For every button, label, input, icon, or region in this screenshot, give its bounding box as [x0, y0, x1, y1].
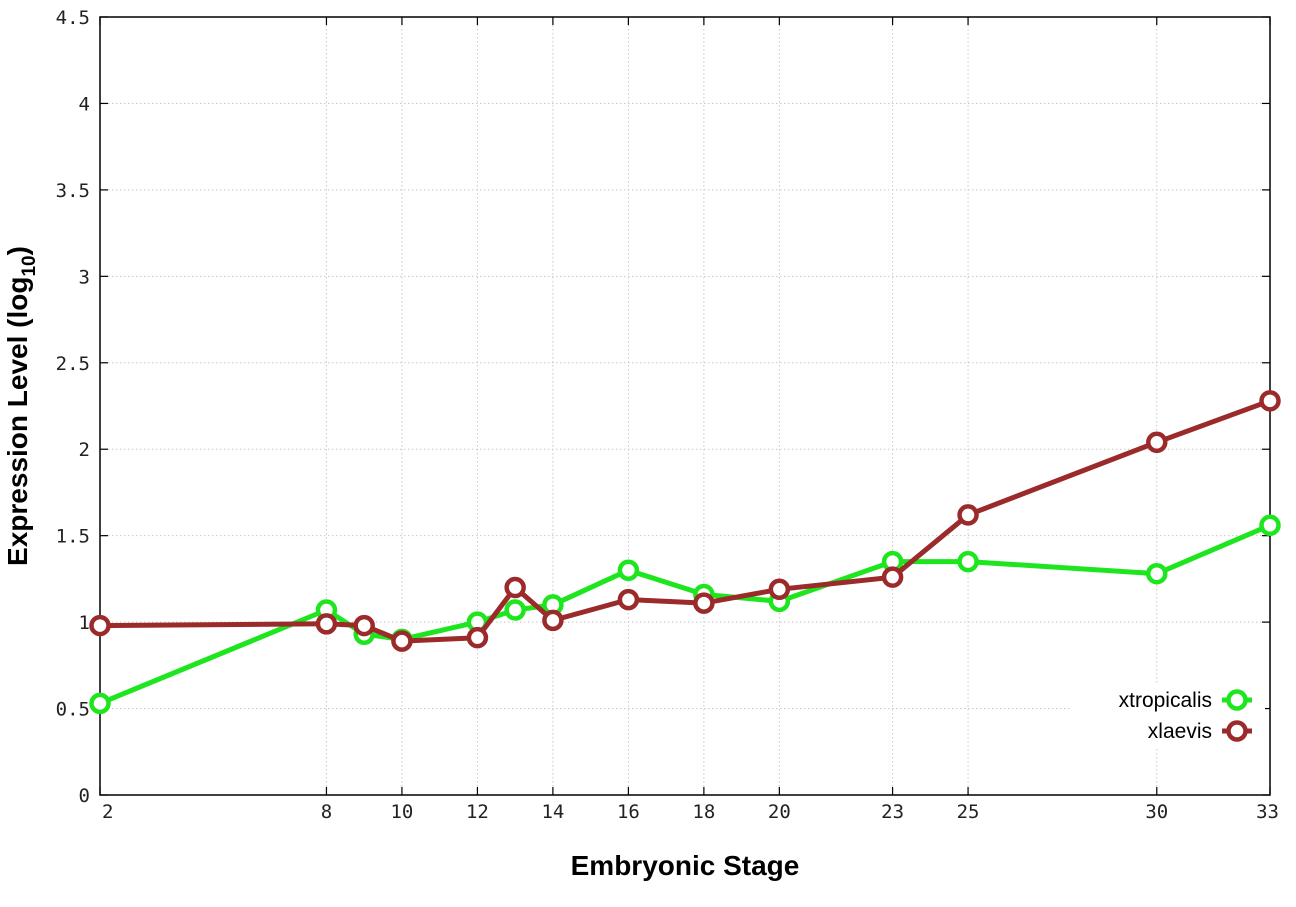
- data-point-xlaevis: [617, 588, 640, 611]
- y-tick-label: 3.5: [56, 180, 90, 202]
- x-tick-label: 33: [1256, 801, 1279, 823]
- x-axis-title: Embryonic Stage: [571, 850, 800, 881]
- plot-frame: [99, 16, 1271, 796]
- legend-swatch-marker-xtropicalis: [1226, 689, 1248, 711]
- data-point-xlaevis: [89, 614, 111, 637]
- y-axis-title-main: Expression Level (log: [2, 277, 33, 566]
- y-axis-title-close: ): [2, 246, 33, 255]
- y-tick-label: 0: [79, 785, 90, 807]
- x-tick-label: 16: [617, 801, 640, 823]
- y-tick-label: 0.5: [56, 699, 90, 721]
- data-point-xtropicalis: [617, 559, 640, 581]
- series-line-xlaevis: [97, 398, 1273, 644]
- data-point-xtropicalis: [1259, 514, 1281, 537]
- data-point-xlaevis: [881, 566, 904, 588]
- x-tick-label: 20: [768, 801, 791, 823]
- data-point-xlaevis: [768, 578, 791, 601]
- x-tick-label: 25: [957, 801, 980, 823]
- x-tick-label: 2: [102, 801, 113, 823]
- axis-ticks: 0 0.5 1 1.5 2 2.5 3 3.5 4 4.5 2 8 10 12 14 16 18 20 23 25 30…: [56, 7, 1279, 823]
- data-point-xlaevis: [542, 609, 564, 632]
- y-tick-label: 2.5: [56, 353, 90, 375]
- data-point-xlaevis: [504, 576, 526, 599]
- data-point-xtropicalis: [957, 550, 979, 573]
- data-point-xlaevis: [1259, 390, 1281, 412]
- y-tick-label: 4: [79, 93, 90, 115]
- x-tick-label: 30: [1145, 801, 1168, 823]
- data-point-xtropicalis: [89, 692, 111, 715]
- y-axis-title-subscript: 10: [19, 255, 40, 276]
- data-point-xlaevis: [957, 504, 979, 526]
- series: [89, 390, 1281, 715]
- x-tick-label: 14: [541, 801, 564, 823]
- data-point-xlaevis: [391, 630, 413, 652]
- legend-swatch-marker-xlaevis: [1226, 720, 1248, 742]
- series-line-xtropicalis: [97, 522, 1273, 706]
- data-point-xlaevis: [315, 613, 338, 635]
- data-point-xlaevis: [1146, 431, 1168, 454]
- y-axis-title: Expression Level (log10): [2, 246, 40, 566]
- y-tick-label: 4.5: [56, 7, 90, 29]
- x-tick-label: 10: [390, 801, 413, 823]
- legend-label-xtropicalis: xtropicalis: [1119, 689, 1212, 712]
- y-tick-label: 1.5: [56, 526, 90, 548]
- data-point-xtropicalis: [504, 599, 526, 621]
- legend: xtropicalis xlaevis: [1119, 689, 1252, 743]
- x-tick-label: 12: [466, 801, 489, 823]
- y-tick-label: 1: [79, 612, 90, 634]
- x-tick-label: 8: [321, 801, 332, 823]
- x-tick-label: 18: [692, 801, 715, 823]
- data-point-xlaevis: [466, 626, 489, 649]
- y-tick-label: 2: [79, 439, 90, 461]
- legend-label-xlaevis: xlaevis: [1148, 720, 1212, 743]
- y-tick-label: 3: [79, 266, 90, 288]
- x-tick-label: 23: [881, 801, 904, 823]
- data-point-xtropicalis: [1146, 562, 1168, 585]
- grid: [100, 17, 1270, 795]
- data-point-xlaevis: [353, 614, 375, 637]
- data-point-xlaevis: [693, 592, 715, 614]
